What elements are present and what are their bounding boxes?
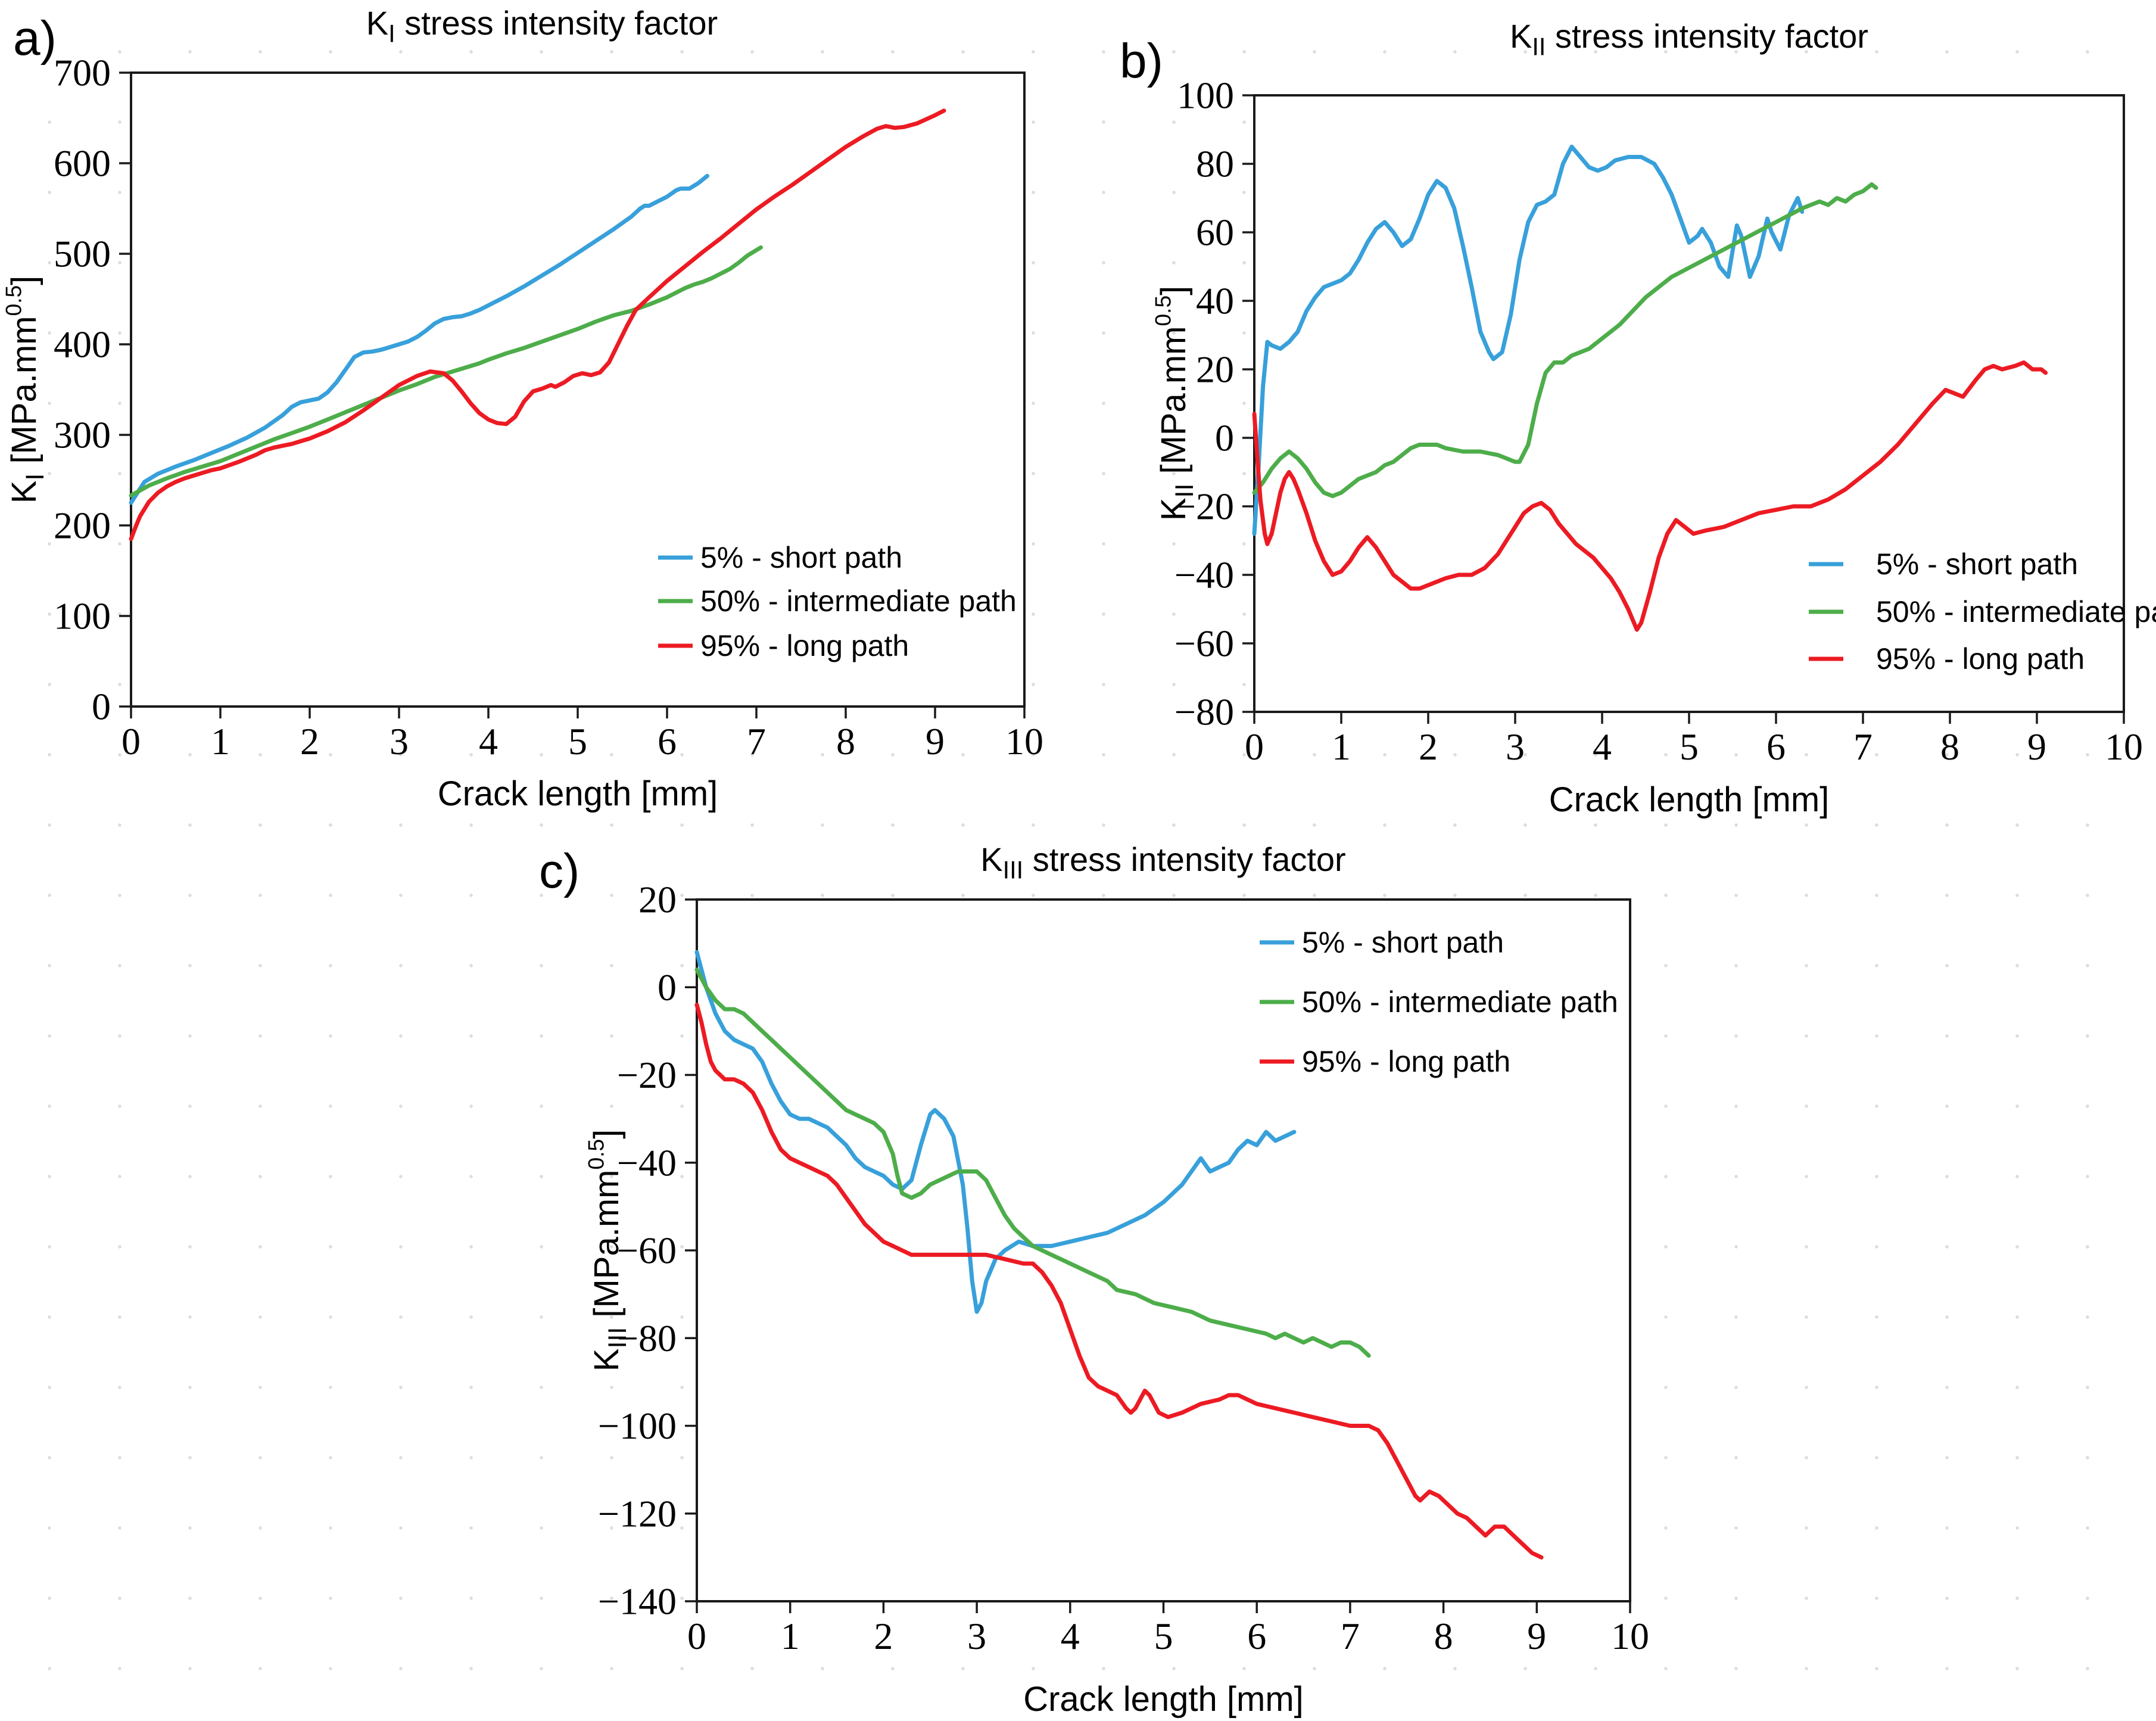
- series-line-0: [1252, 144, 1805, 536]
- x-tick-label: 5: [1154, 1615, 1173, 1657]
- legend-label-1: 50% - intermediate path: [1302, 985, 1618, 1019]
- chart-b: −80 −60 −40 −20 0 20 40 60 80 100 0 1 2 3 4 5 6 7 8 9 10 5% -…: [1120, 17, 2156, 819]
- y-tick-label: 500: [54, 233, 111, 275]
- y-axis-title: KIII [MPa.mm0.5]: [584, 1129, 632, 1371]
- x-tick-label: 4: [1061, 1615, 1080, 1657]
- x-tick-label: 9: [2027, 726, 2046, 768]
- series-line-1: [1252, 182, 1878, 499]
- y-tick-label: −40: [1174, 554, 1234, 596]
- chart-c: −140 −120 −100 −80 −60 −40 −20 0 20 0 1 2 3 4 5 6 7 8 9 10 5…: [539, 841, 1649, 1719]
- panel-label: a): [13, 11, 57, 66]
- y-tick-label: −20: [1174, 486, 1234, 528]
- x-tick-label: 10: [1005, 720, 1043, 763]
- legend-label-0: 5% - short path: [700, 541, 902, 574]
- legend-label-0: 5% - short path: [1876, 547, 2078, 581]
- x-tick-label: 7: [747, 720, 766, 763]
- series-line-2: [1252, 360, 2048, 632]
- y-tick-label: 60: [1196, 211, 1234, 254]
- plot-frame: [130, 71, 1026, 708]
- y-tick-label: 200: [54, 505, 111, 547]
- x-tick-label: 8: [1940, 726, 1959, 768]
- series-line-1: [694, 967, 1371, 1358]
- y-tick-label: 100: [54, 595, 111, 637]
- x-tick-label: 0: [687, 1615, 706, 1657]
- x-tick-label: 6: [1766, 726, 1786, 768]
- x-tick-label: 6: [1247, 1615, 1266, 1657]
- legend-label-1: 50% - intermediate path: [1876, 595, 2156, 628]
- x-tick-label: 7: [1341, 1615, 1360, 1657]
- series-line-1: [129, 245, 763, 498]
- y-tick-label: 0: [658, 966, 677, 1009]
- series-line-0: [129, 173, 709, 505]
- y-tick-label: 20: [1196, 348, 1234, 391]
- y-tick-label: −60: [617, 1230, 677, 1272]
- x-tick-label: 3: [967, 1615, 986, 1657]
- x-tick-label: 1: [781, 1615, 800, 1657]
- y-tick-label: 700: [54, 52, 111, 94]
- x-tick-label: 0: [121, 720, 141, 763]
- y-tick-label: 0: [1215, 417, 1234, 459]
- x-tick-label: 9: [926, 720, 945, 763]
- x-tick-label: 4: [479, 720, 498, 763]
- x-tick-label: 2: [300, 720, 319, 763]
- x-tick-label: 9: [1527, 1615, 1546, 1657]
- plot-background: [1254, 95, 2124, 712]
- y-tick-label: −80: [1174, 691, 1234, 733]
- plot-frame: [1253, 94, 2125, 713]
- x-axis-title: Crack length [mm]: [1023, 1680, 1304, 1719]
- panel-label: b): [1120, 34, 1163, 88]
- x-tick-label: 10: [2105, 726, 2143, 768]
- legend-label-0: 5% - short path: [1302, 926, 1504, 959]
- plot-frame: [696, 898, 1631, 1602]
- x-tick-label: 4: [1593, 726, 1612, 768]
- series-line-2: [129, 108, 946, 541]
- x-axis-title: Crack length [mm]: [438, 774, 718, 813]
- x-tick-label: 0: [1245, 726, 1264, 768]
- y-tick-label: 400: [54, 323, 111, 366]
- y-tick-label: 600: [54, 142, 111, 185]
- y-axis-title: KII [MPa.mm0.5]: [1151, 286, 1199, 521]
- x-tick-label: 7: [1853, 726, 1873, 768]
- y-tick-label: 100: [1177, 74, 1234, 117]
- y-tick-label: −60: [1174, 623, 1234, 665]
- x-tick-label: 3: [1506, 726, 1525, 768]
- legend-label-2: 95% - long path: [1302, 1045, 1510, 1078]
- plot-background: [697, 900, 1630, 1601]
- y-tick-label: −80: [617, 1317, 677, 1359]
- y-tick-label: −100: [598, 1405, 677, 1447]
- x-tick-label: 1: [211, 720, 230, 763]
- y-tick-label: 80: [1196, 143, 1234, 185]
- legend-label-2: 95% - long path: [1876, 642, 2085, 676]
- x-tick-label: 8: [836, 720, 855, 763]
- y-tick-label: 300: [54, 414, 111, 456]
- x-tick-label: 10: [1611, 1615, 1649, 1657]
- chart-title: KI stress intensity factor: [366, 4, 718, 47]
- x-tick-label: 8: [1434, 1615, 1453, 1657]
- y-tick-label: −40: [617, 1141, 677, 1184]
- x-tick-label: 5: [1680, 726, 1699, 768]
- x-tick-label: 3: [390, 720, 409, 763]
- plot-background: [131, 73, 1024, 707]
- x-tick-label: 2: [1419, 726, 1438, 768]
- y-tick-label: 40: [1196, 280, 1234, 322]
- x-tick-label: 6: [658, 720, 677, 763]
- chart-title: KIII stress intensity factor: [980, 841, 1345, 883]
- x-tick-label: 2: [874, 1615, 893, 1657]
- y-tick-label: −120: [598, 1492, 677, 1535]
- chart-a: 0 100 200 300 400 500 600 700 0 1 2 3 4 5 6 7 8 9 10 5% - s…: [1, 4, 1043, 813]
- legend-label-1: 50% - intermediate path: [700, 584, 1017, 618]
- y-tick-label: 20: [638, 879, 677, 921]
- series-line-0: [694, 950, 1297, 1314]
- chart-title: KII stress intensity factor: [1510, 17, 1868, 60]
- legend-label-2: 95% - long path: [700, 629, 909, 662]
- series-line-2: [694, 1003, 1544, 1560]
- y-tick-label: 0: [92, 686, 111, 728]
- x-tick-label: 1: [1332, 726, 1351, 768]
- y-axis-title: KI [MPa.mm0.5]: [1, 276, 49, 504]
- x-axis-title: Crack length [mm]: [1549, 780, 1830, 819]
- panel-label: c): [539, 844, 579, 898]
- y-tick-label: −20: [617, 1054, 677, 1096]
- y-tick-label: −140: [598, 1580, 677, 1623]
- x-tick-label: 5: [568, 720, 587, 763]
